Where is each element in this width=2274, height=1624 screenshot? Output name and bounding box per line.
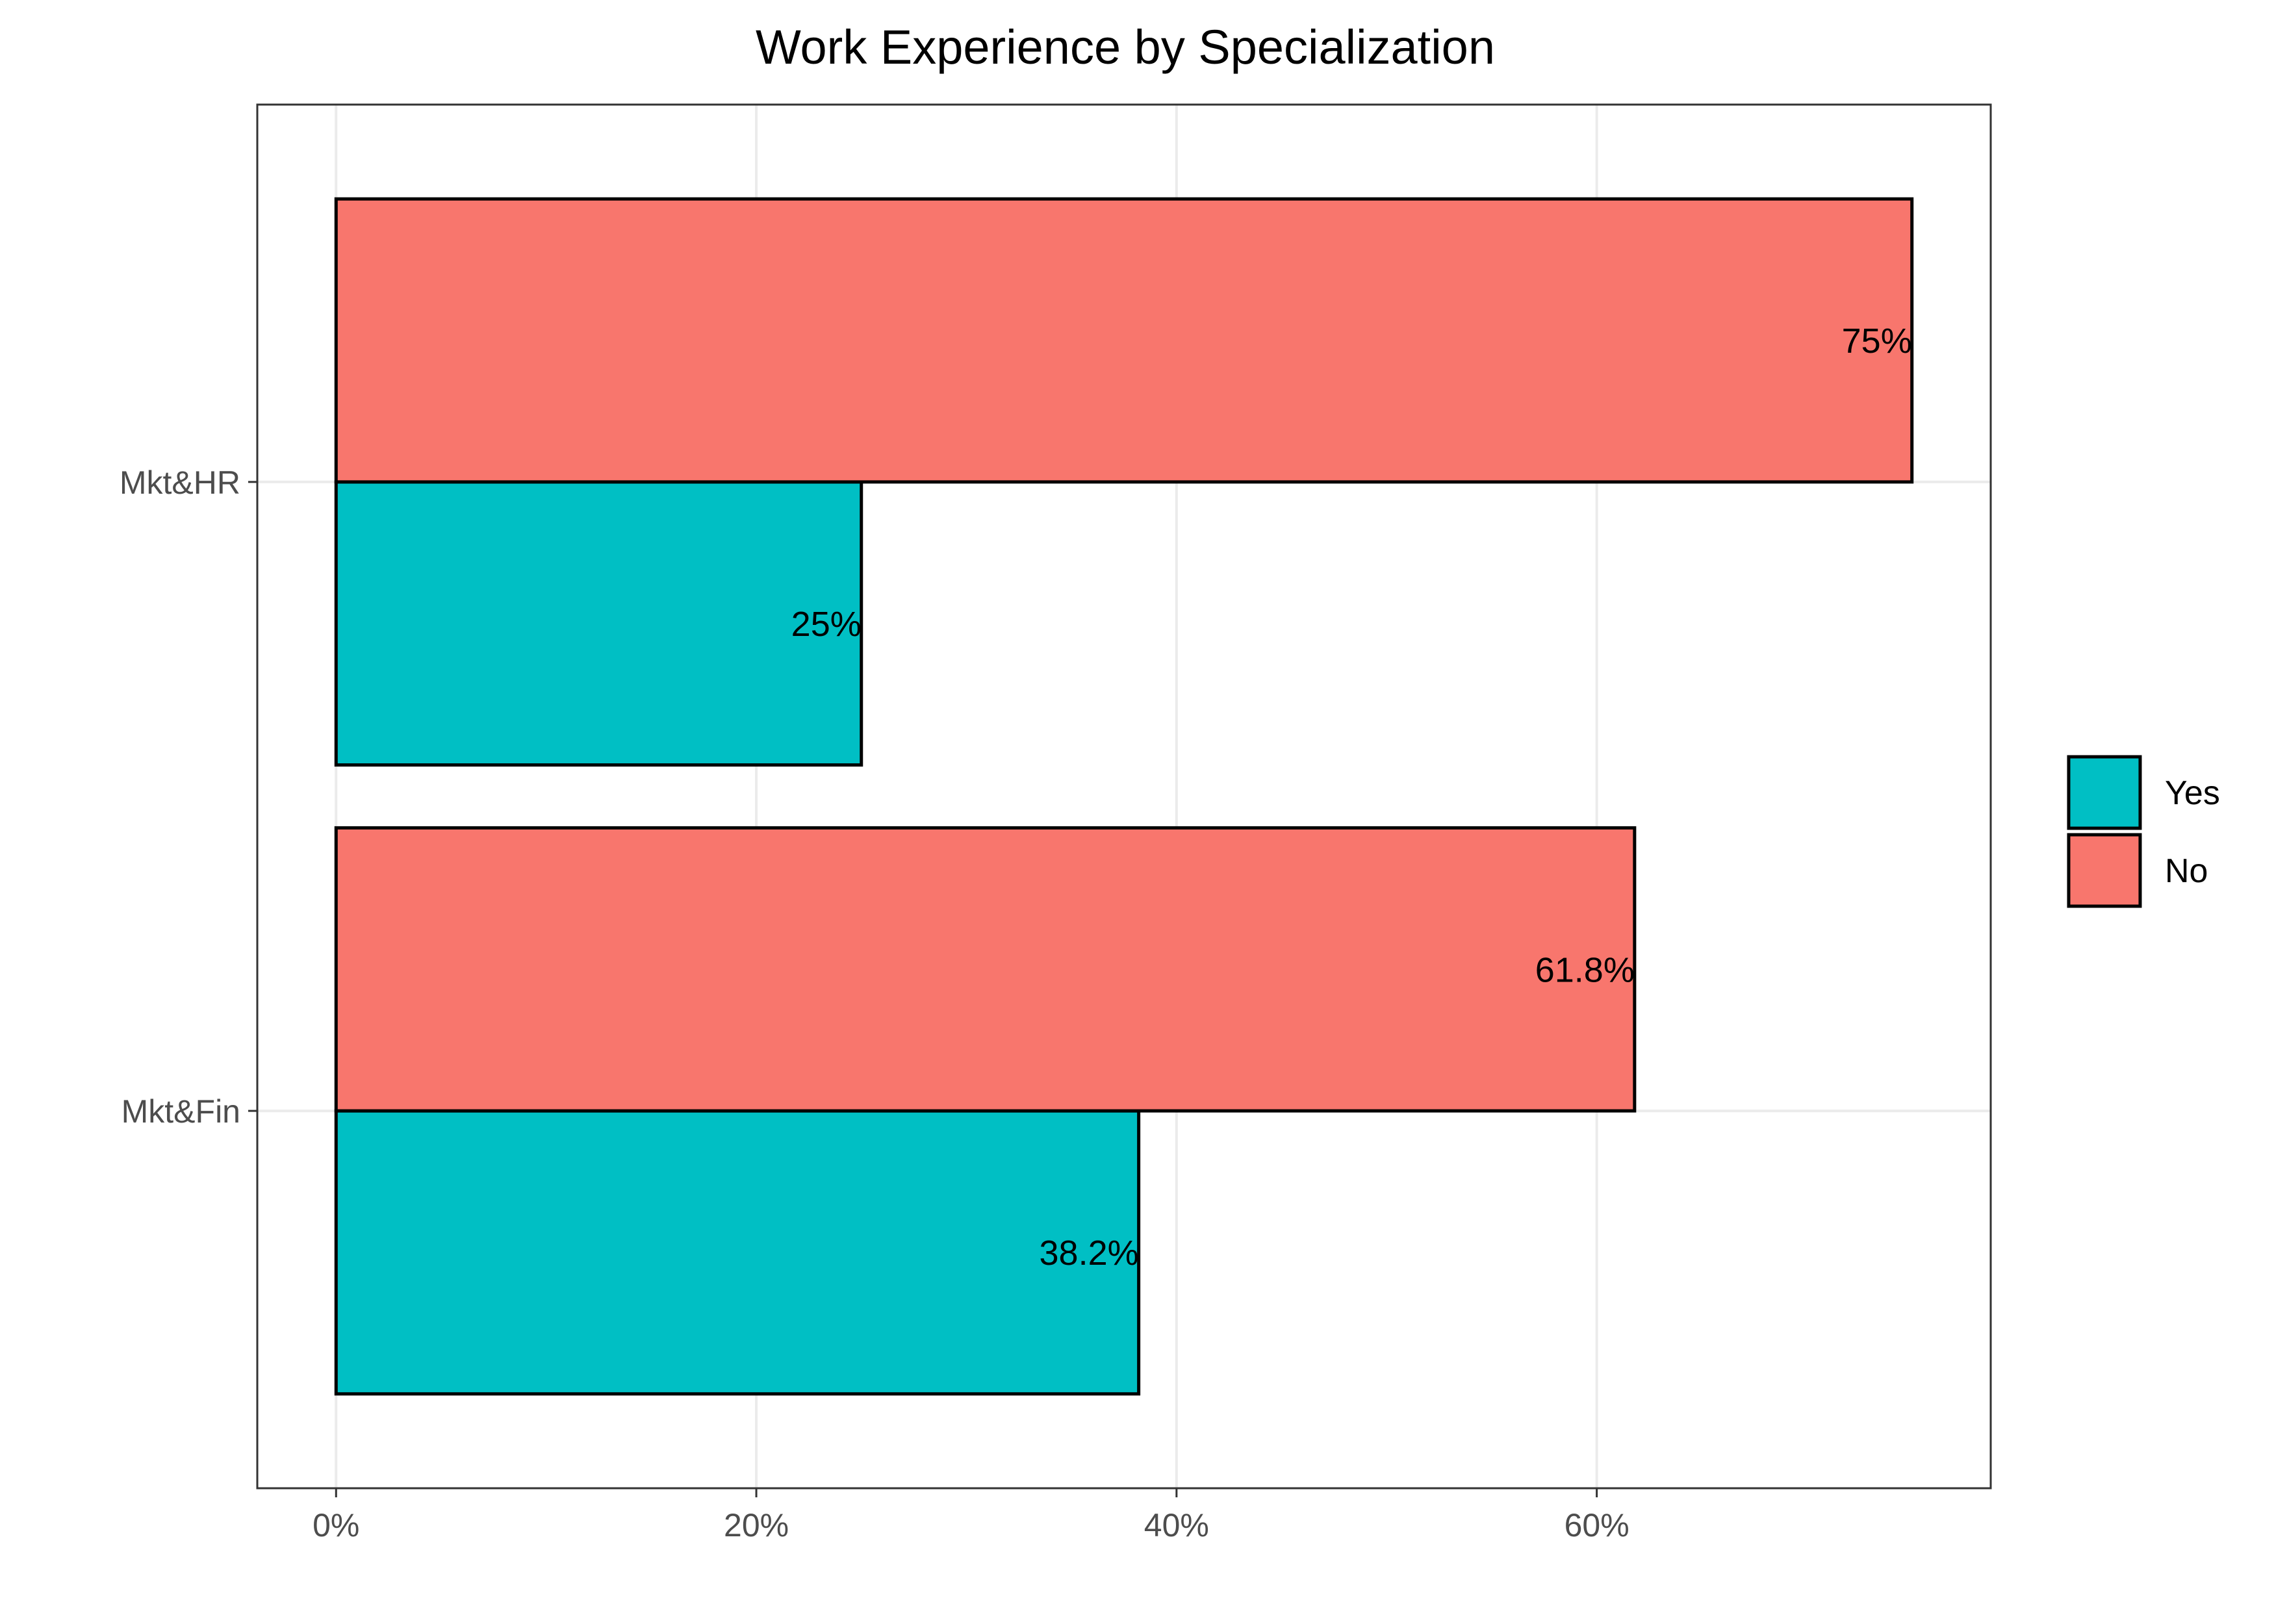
bar-yes-1 bbox=[334, 480, 863, 767]
data-label-no-0: 61.8% bbox=[1535, 950, 1635, 989]
legend: Yes No bbox=[2067, 755, 2220, 908]
x-tick-label-1: 20% bbox=[724, 1507, 789, 1543]
legend-label-no: No bbox=[2165, 852, 2208, 890]
bars bbox=[334, 197, 1914, 1396]
legend-label-yes: Yes bbox=[2165, 774, 2220, 812]
data-label-yes-0: 38.2% bbox=[1040, 1234, 1139, 1273]
bar-no-0 bbox=[334, 826, 1637, 1113]
bar-yes-0 bbox=[334, 1109, 1141, 1396]
x-tick-label-0: 0% bbox=[313, 1507, 359, 1543]
data-label-no-1: 75% bbox=[1842, 322, 1912, 361]
chart-title: Work Experience by Specialization bbox=[756, 20, 1495, 74]
data-labels: 38.2% 61.8% 25% 75% bbox=[791, 322, 1912, 1273]
y-tick-label-0: Mkt&Fin bbox=[121, 1093, 240, 1130]
bar-no-1 bbox=[334, 197, 1914, 484]
axes: 0% 20% 40% 60% Mkt&Fin Mkt&HR bbox=[120, 464, 1629, 1543]
legend-key-no bbox=[2067, 833, 2142, 908]
y-tick-label-1: Mkt&HR bbox=[120, 464, 240, 501]
legend-key-yes bbox=[2067, 755, 2142, 830]
panel-border bbox=[256, 103, 1992, 1490]
x-tick-label-3: 60% bbox=[1565, 1507, 1629, 1543]
x-tick-label-2: 40% bbox=[1144, 1507, 1209, 1543]
data-label-yes-1: 25% bbox=[791, 605, 862, 644]
